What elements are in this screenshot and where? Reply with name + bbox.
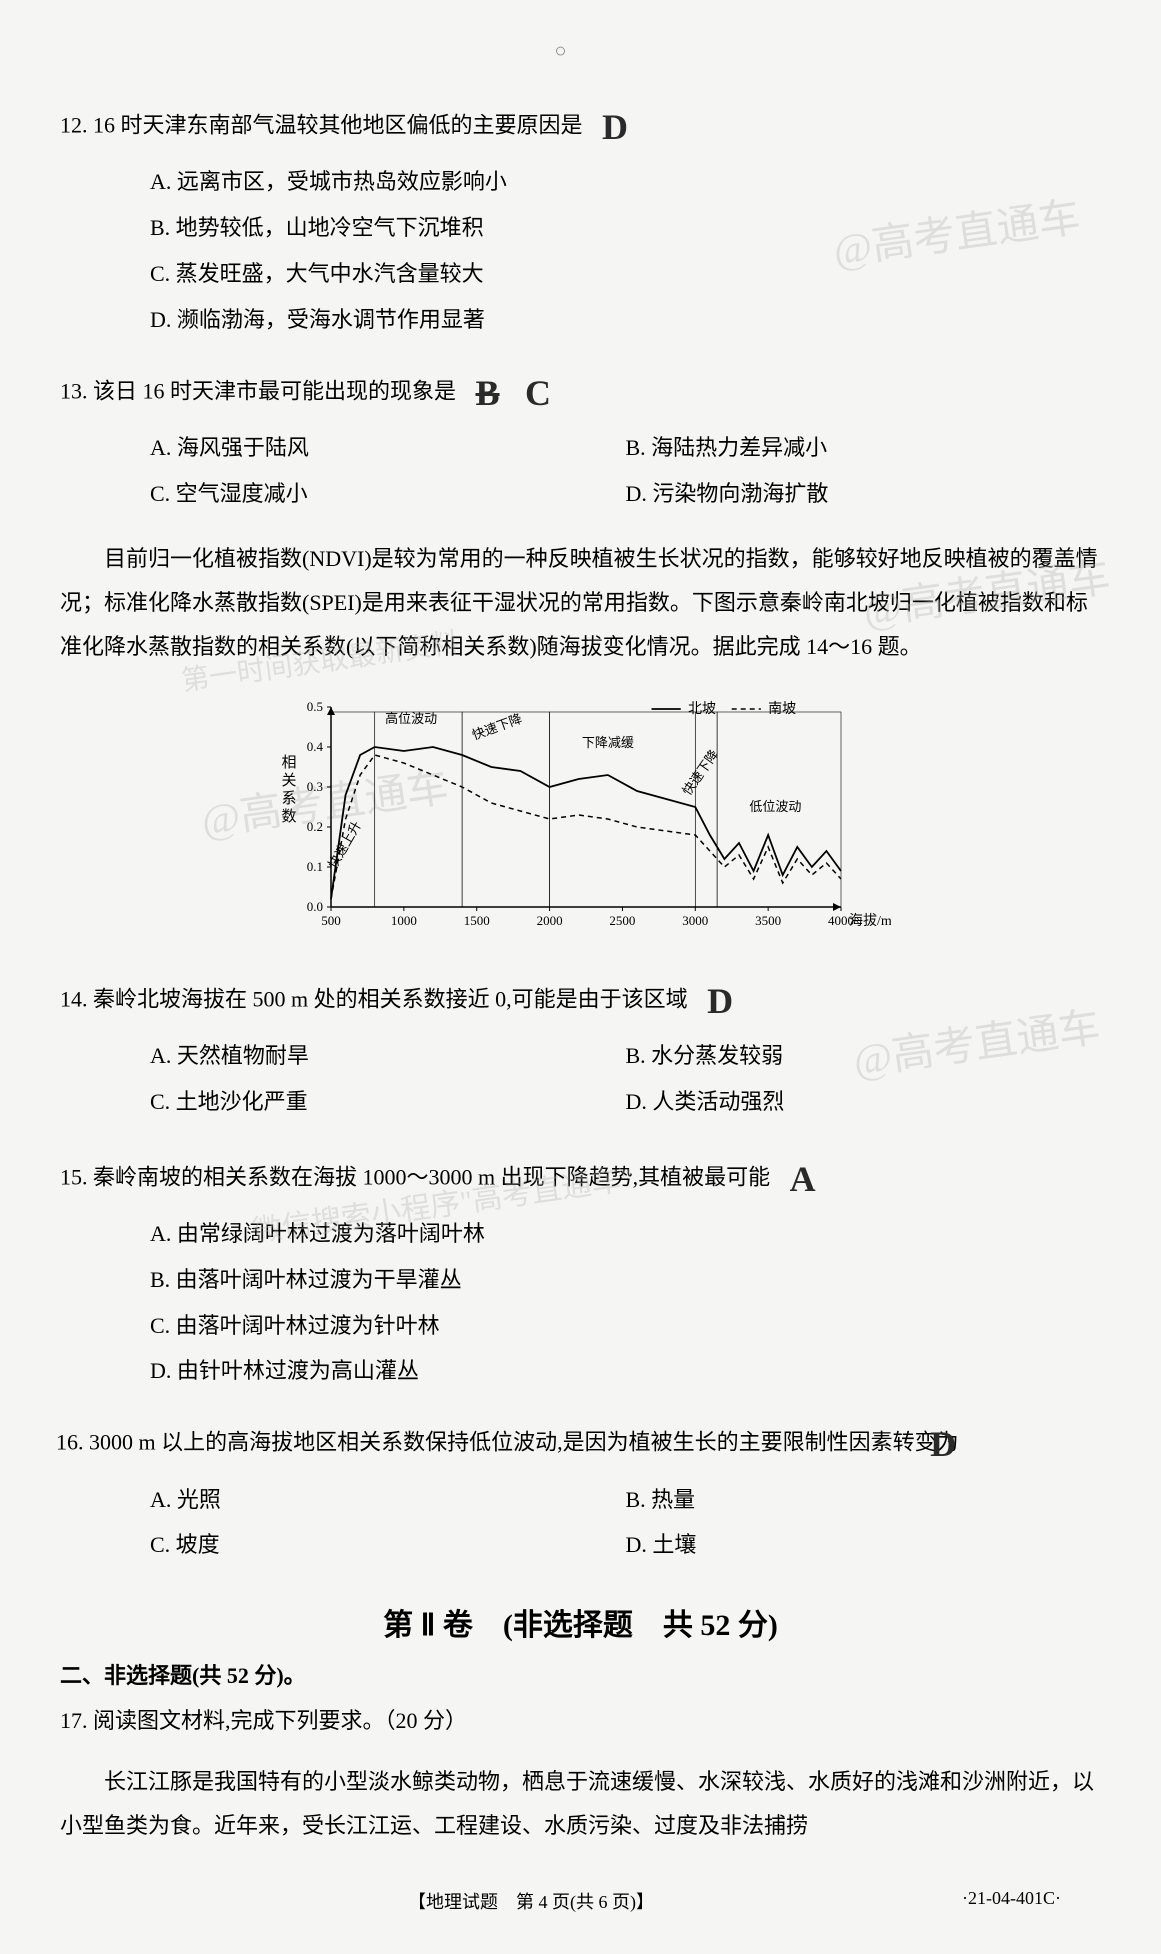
q12-stem-text: 12. 16 时天津东南部气温较其他地区偏低的主要原因是 [60,112,583,137]
q13-handwritten-answer: C [525,359,551,427]
question-13: 13. 该日 16 时天津市最可能出现的现象是 B C A. 海风强于陆风 B.… [60,359,1101,519]
q15-stem: 15. 秦岭南坡的相关系数在海拔 1000～3000 m 出现下降趋势,其植被最… [60,1145,1101,1213]
q14-opt-c: C. 土地沙化严重 [150,1081,626,1123]
q17-stem: 17. 阅读图文材料,完成下列要求。（20 分） [60,1700,1101,1742]
svg-text:3500: 3500 [755,913,781,928]
q12-stem: 12. 16 时天津东南部气温较其他地区偏低的主要原因是 D [60,93,1101,161]
svg-text:快速下降: 快速下降 [679,746,721,797]
q17-passage: 长江江豚是我国特有的小型淡水鲸类动物，栖息于流速缓慢、水深较浅、水质好的浅滩和沙… [60,1760,1101,1848]
svg-text:0.5: 0.5 [306,699,322,714]
q16-opt-b: B. 热量 [626,1479,1102,1521]
svg-text:1500: 1500 [463,913,489,928]
q12-opt-c: C. 蒸发旺盛，大气中水汽含量较大 [150,253,1101,295]
svg-text:0.1: 0.1 [306,859,322,874]
svg-text:0.0: 0.0 [306,899,322,914]
q16-opt-a: A. 光照 [150,1479,626,1521]
svg-text:下降减缓: 下降减缓 [581,735,633,750]
q13-opt-d: D. 污染物向渤海扩散 [626,473,1102,515]
q13-opt-b: B. 海陆热力差异减小 [626,427,1102,469]
svg-text:数: 数 [281,808,296,825]
svg-text:相: 相 [281,754,296,771]
svg-text:高位波动: 高位波动 [385,711,437,726]
q14-opt-d: D. 人类活动强烈 [626,1081,1102,1123]
svg-text:2000: 2000 [536,913,562,928]
svg-text:南坡: 南坡 [768,701,796,717]
q14-opt-b: B. 水分蒸发较弱 [626,1035,1102,1077]
question-14: 14. 秦岭北坡海拔在 500 m 处的相关系数接近 0,可能是由于该区域 D … [60,967,1101,1127]
q13-opt-a: A. 海风强于陆风 [150,427,626,469]
q16-opt-c: C. 坡度 [150,1524,626,1566]
q15-opt-a: A. 由常绿阔叶林过渡为落叶阔叶林 [150,1213,1101,1255]
q14-opt-a: A. 天然植物耐旱 [150,1035,626,1077]
section-2-sub: 二、非选择题(共 52 分)。 [60,1658,1101,1690]
svg-text:关: 关 [281,772,296,789]
q15-handwritten-answer: A [790,1145,816,1213]
question-17: 17. 阅读图文材料,完成下列要求。（20 分） 长江江豚是我国特有的小型淡水鲸… [60,1700,1101,1848]
q12-opt-b: B. 地势较低，山地冷空气下沉堆积 [150,207,1101,249]
q15-opt-d: D. 由针叶林过渡为高山灌丛 [150,1350,1101,1392]
svg-text:0.3: 0.3 [306,779,322,794]
page-footer: 【地理试题 第 4 页(共 6 页)】 ·21-04-401C· [60,1888,1101,1914]
question-15: 15. 秦岭南坡的相关系数在海拔 1000～3000 m 出现下降趋势,其植被最… [60,1145,1101,1393]
svg-text:0.4: 0.4 [306,739,323,754]
header-mark: ○ [60,40,1101,63]
footer-center: 【地理试题 第 4 页(共 6 页)】 [100,1888,962,1914]
q16-stem: 16. 3000 m 以上的高海拔地区相关系数保持低位波动,是因为植被生长的主要… [60,1410,1101,1478]
correlation-chart: 0.0 0.1 0.2 0.3 0.4 0.5 500 1000 1500 2000 2500 300… [271,687,891,947]
q12-handwritten-answer: D [602,93,628,161]
svg-text:海拔/m: 海拔/m [849,913,891,929]
q13-opt-c: C. 空气湿度减小 [150,473,626,515]
q15-opt-c: C. 由落叶阔叶林过渡为针叶林 [150,1305,1101,1347]
section-2-title: 第 Ⅱ 卷 (非选择题 共 52 分) [60,1600,1101,1644]
q13-stem: 13. 该日 16 时天津市最可能出现的现象是 B C [60,359,1101,427]
q16-stem-text: 16. 3000 m 以上的高海拔地区相关系数保持低位波动,是因为植被生长的主要… [56,1429,959,1454]
q12-opt-d: D. 濒临渤海，受海水调节作用显著 [150,299,1101,341]
q13-scribble: B [476,359,500,427]
q14-handwritten-answer: D [707,967,733,1035]
svg-text:0.2: 0.2 [306,819,322,834]
svg-text:快速下降: 快速下降 [470,710,524,742]
q15-opt-b: B. 由落叶阔叶林过渡为干旱灌丛 [150,1259,1101,1301]
q12-opt-a: A. 远离市区，受城市热岛效应影响小 [150,161,1101,203]
svg-text:2500: 2500 [609,913,635,928]
svg-text:系: 系 [281,790,296,807]
svg-text:北坡: 北坡 [688,701,716,717]
q16-opt-d: D. 土壤 [626,1524,1102,1566]
q13-stem-text: 13. 该日 16 时天津市最可能出现的现象是 [60,378,456,403]
footer-right: ·21-04-401C· [962,1888,1061,1914]
passage-ndvi: 目前归一化植被指数(NDVI)是较为常用的一种反映植被生长状况的指数，能够较好地… [60,537,1101,669]
svg-text:3000: 3000 [682,913,708,928]
question-12: 12. 16 时天津东南部气温较其他地区偏低的主要原因是 D A. 远离市区，受… [60,93,1101,341]
q14-stem: 14. 秦岭北坡海拔在 500 m 处的相关系数接近 0,可能是由于该区域 D [60,967,1101,1035]
svg-text:500: 500 [321,913,341,928]
svg-text:低位波动: 低位波动 [749,799,801,814]
q15-stem-text: 15. 秦岭南坡的相关系数在海拔 1000～3000 m 出现下降趋势,其植被最… [60,1164,770,1189]
svg-text:1000: 1000 [390,913,416,928]
question-16: 16. 3000 m 以上的高海拔地区相关系数保持低位波动,是因为植被生长的主要… [60,1410,1101,1570]
q14-stem-text: 14. 秦岭北坡海拔在 500 m 处的相关系数接近 0,可能是由于该区域 [60,986,688,1011]
